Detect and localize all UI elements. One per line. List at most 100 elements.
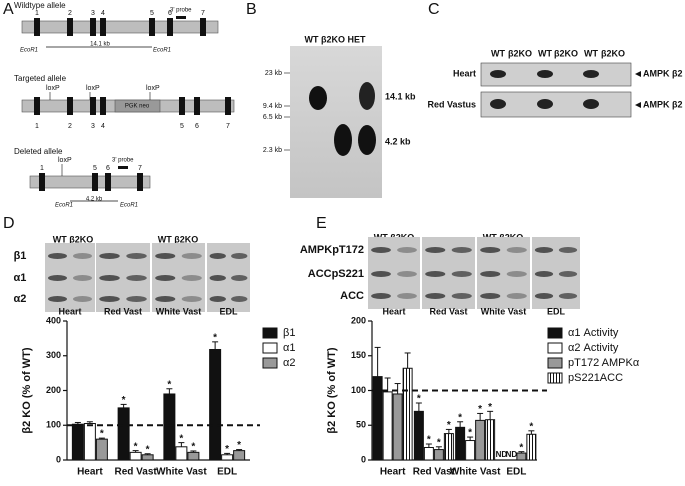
exon-number: 1	[40, 165, 44, 172]
exon-number: 6	[195, 123, 199, 130]
band	[99, 253, 120, 259]
column-label: Heart	[382, 306, 405, 316]
row-label: α1	[14, 272, 27, 284]
band	[48, 253, 67, 259]
row-label: ACC	[340, 290, 364, 302]
exon-number: 1	[35, 10, 39, 17]
band	[425, 247, 446, 253]
marker-label: 2.3 kb	[263, 147, 282, 154]
band	[48, 275, 67, 281]
lane-label: β2KO	[601, 48, 625, 58]
band	[73, 275, 92, 281]
band	[506, 247, 527, 253]
gene-bar	[21, 20, 219, 34]
exon-number: 5	[150, 10, 154, 17]
y-axis-label: β2 KO (% of WT)	[21, 347, 33, 433]
bar	[455, 426, 466, 461]
legend-swatch	[547, 342, 563, 354]
allele-title: Deleted allele	[14, 147, 63, 156]
x-tick-label: Heart	[77, 467, 103, 478]
bar	[117, 407, 130, 461]
lane-labels: WT β2KO	[53, 234, 94, 244]
annotation: *	[488, 402, 492, 413]
loxp: loxP	[146, 85, 160, 92]
marker-label: 9.4 kb	[263, 103, 282, 110]
exon-number: 6	[168, 10, 172, 17]
band	[181, 253, 202, 259]
annotation: ND	[506, 450, 518, 459]
probe-label: 3' probe	[112, 158, 134, 164]
band	[309, 86, 327, 110]
exon	[149, 18, 155, 36]
band	[397, 293, 417, 299]
ecor1: EcoR1	[55, 203, 73, 209]
row-label: AMPKpT172	[300, 244, 364, 256]
bar	[372, 376, 383, 461]
column-label: White Vast	[156, 306, 202, 316]
band	[155, 253, 176, 259]
legend-label: α2 Activity	[568, 342, 619, 354]
span-label: 14.1 kb	[90, 42, 110, 48]
probe	[176, 16, 186, 19]
band	[358, 125, 376, 155]
exon-number: 7	[226, 123, 230, 130]
ecor1: EcoR1	[153, 48, 171, 54]
gene-bar	[29, 175, 151, 189]
band	[371, 247, 391, 253]
band	[155, 275, 176, 281]
band	[181, 275, 202, 281]
annotation: *	[134, 441, 138, 452]
y-tick-label: 100	[46, 420, 61, 430]
exon	[90, 18, 96, 36]
x-tick-label: White Vast	[450, 467, 501, 478]
band	[490, 99, 506, 109]
legend-swatch	[547, 327, 563, 339]
bar	[83, 423, 96, 461]
band	[451, 247, 472, 253]
legend-label: pS221ACC	[568, 372, 623, 384]
exon	[100, 97, 106, 115]
lane-labels: WT β2KO	[158, 234, 199, 244]
bar	[413, 410, 424, 461]
ecor1: EcoR1	[120, 203, 138, 209]
band	[534, 271, 554, 277]
legend-label: α2	[283, 357, 295, 369]
bar	[187, 451, 200, 461]
probe-label: 3' probe	[170, 8, 192, 14]
column-label: EDL	[220, 306, 239, 316]
exon	[90, 97, 96, 115]
y-tick-label: 0	[361, 454, 366, 464]
y-tick-label: 200	[351, 315, 366, 325]
bar	[402, 367, 413, 461]
southern-blot	[290, 46, 382, 198]
band	[231, 296, 248, 302]
band	[425, 293, 446, 299]
band	[209, 275, 226, 281]
legend-swatch	[547, 372, 563, 384]
band	[537, 70, 553, 78]
band	[231, 275, 248, 281]
exon	[200, 18, 206, 36]
x-tick-label: EDL	[506, 467, 526, 478]
annotation: *	[146, 444, 150, 455]
lane-label: WT	[491, 48, 505, 58]
bar	[233, 450, 246, 461]
bar	[163, 393, 176, 461]
bar	[433, 449, 444, 461]
lane-label: β2KO	[508, 48, 532, 58]
band	[480, 247, 501, 253]
annotation: *	[458, 412, 462, 423]
band-size: 14.1 kb	[385, 91, 416, 101]
exon	[67, 18, 73, 36]
panel-letter: C	[428, 1, 440, 18]
band	[534, 293, 554, 299]
legend-swatch	[547, 357, 563, 369]
band	[558, 247, 578, 253]
exon-number: 2	[68, 10, 72, 17]
band	[490, 70, 506, 78]
lane-label: WT	[584, 48, 598, 58]
lane-label: WT	[538, 48, 552, 58]
annotation: *	[191, 442, 195, 453]
row-label: β1	[14, 250, 27, 262]
